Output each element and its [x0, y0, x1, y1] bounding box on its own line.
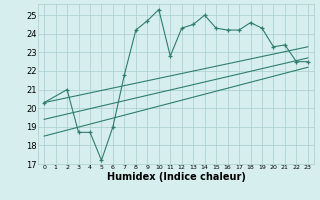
X-axis label: Humidex (Indice chaleur): Humidex (Indice chaleur): [107, 172, 245, 182]
